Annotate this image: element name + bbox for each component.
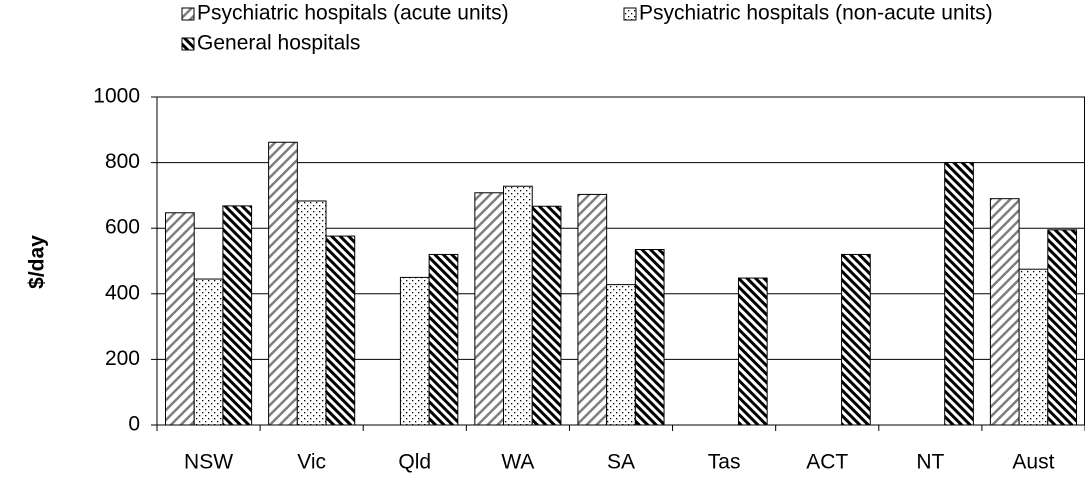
x-tick-label: SA [607, 451, 635, 474]
y-axis-label: $/day [26, 235, 49, 289]
bar [165, 212, 195, 426]
x-tick-label: Qld [398, 451, 431, 474]
bar [503, 185, 533, 426]
bar [474, 192, 505, 426]
bar [268, 141, 298, 426]
bar [606, 284, 636, 426]
legend-label: Psychiatric hospitals (non-acute units) [639, 2, 993, 25]
bar [841, 253, 871, 426]
legend-label: Psychiatric hospitals (acute units) [197, 2, 509, 25]
bar [399, 276, 430, 426]
bar [634, 249, 665, 426]
y-tick-label: 200 [105, 347, 140, 370]
bar [296, 200, 327, 426]
legend-swatch [623, 7, 637, 21]
bar [193, 278, 224, 426]
x-tick-label: ACT [806, 451, 848, 474]
y-tick-label: 0 [128, 413, 140, 436]
bar [1018, 268, 1049, 426]
y-tick-label: 800 [105, 150, 140, 173]
x-tick-label: Tas [708, 451, 741, 474]
x-tick-label: NSW [184, 451, 233, 474]
bar [222, 205, 253, 426]
bar [325, 235, 356, 426]
bar [989, 198, 1020, 426]
bar [737, 277, 768, 426]
y-tick-label: 1000 [93, 85, 140, 108]
bar [531, 205, 562, 426]
bar [1047, 229, 1077, 426]
x-tick-label: WA [501, 451, 534, 474]
x-tick-label: Aust [1012, 451, 1054, 474]
x-tick-label: NT [916, 451, 944, 474]
x-tick-label: Vic [297, 451, 326, 474]
bar [428, 253, 459, 426]
legend-label: General hospitals [197, 32, 360, 55]
legend-swatch [181, 37, 195, 51]
legend-swatch [181, 7, 195, 21]
bar [577, 193, 608, 426]
y-tick-label: 600 [105, 216, 140, 239]
bar [944, 162, 974, 426]
y-tick-label: 400 [105, 281, 140, 304]
